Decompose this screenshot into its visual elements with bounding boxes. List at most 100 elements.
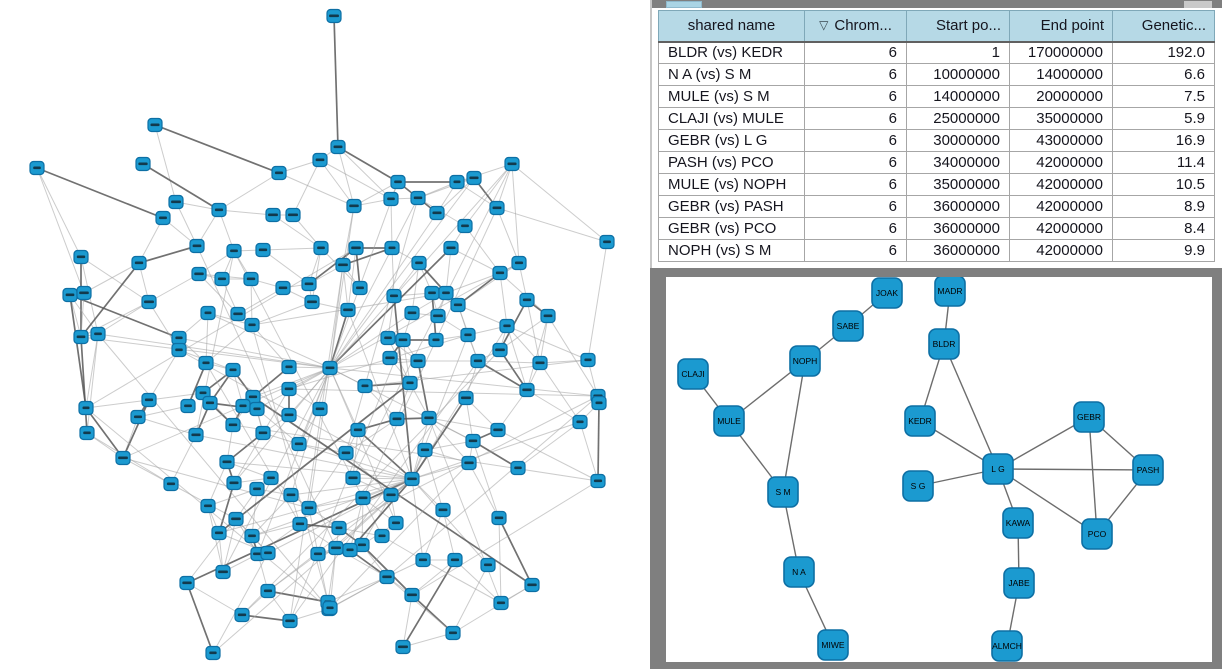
subnetwork-node-joak[interactable]: JOAK [871, 277, 903, 309]
table-cell: 20000000 [1009, 85, 1113, 108]
column-header-genetic[interactable]: Genetic... [1112, 10, 1215, 43]
network-edge [218, 382, 411, 534]
node-label-smudge [494, 516, 504, 520]
node-label-smudge [182, 581, 192, 585]
subnetwork-edge [1088, 416, 1098, 535]
node-label-smudge [406, 381, 414, 385]
network-edge [196, 245, 337, 549]
subnetwork-node-mule[interactable]: MULE [713, 405, 745, 437]
node-label-smudge [285, 619, 295, 623]
node-label-smudge [285, 365, 293, 369]
network-edge [496, 207, 608, 243]
node-label-smudge [543, 314, 553, 318]
table-cell: 14000000 [906, 85, 1010, 108]
node-label-smudge [294, 442, 304, 446]
table-row[interactable]: NOPH (vs) S M 6 36000000 42000000 9.9 [658, 239, 1215, 262]
table-row[interactable]: GEBR (vs) PASH 6 36000000 42000000 8.9 [658, 195, 1215, 218]
network-edge [329, 360, 419, 369]
subnetwork-node-madr[interactable]: MADR [934, 277, 966, 307]
node-label-smudge [378, 534, 386, 538]
node-label-smudge [386, 493, 396, 497]
table-row[interactable]: PASH (vs) PCO 6 34000000 42000000 11.4 [658, 151, 1215, 174]
subnetwork-node-claji[interactable]: CLAJI [677, 358, 709, 390]
subnetwork-node-l-g[interactable]: L G [982, 453, 1014, 485]
subnetwork-panel[interactable]: JOAK MADR SABE BLDR NOPH CLAJI MULE KEDR GEBR L G… [650, 268, 1222, 669]
network-edge [411, 559, 456, 596]
column-header-start-point[interactable]: Start po... [906, 10, 1010, 43]
filter-icon[interactable]: ▽ [819, 18, 829, 33]
node-label-smudge [341, 451, 351, 455]
node-label-smudge [205, 401, 215, 405]
subnetwork-node-gebr[interactable]: GEBR [1073, 401, 1105, 433]
table-row[interactable]: MULE (vs) S M 6 14000000 20000000 7.5 [658, 85, 1215, 108]
column-header-chromosome[interactable]: ▽ Chrom... [804, 10, 907, 43]
node-label-smudge [415, 261, 423, 265]
network-edge [498, 517, 533, 586]
network-edge [526, 389, 581, 423]
table-cell: 9.9 [1112, 239, 1215, 262]
table-cell: MULE (vs) NOPH [658, 173, 805, 196]
full-network-panel[interactable] [0, 0, 650, 669]
node-label-smudge [348, 476, 358, 480]
node-label-smudge [413, 196, 423, 200]
table-row[interactable]: MULE (vs) NOPH 6 35000000 42000000 10.5 [658, 173, 1215, 196]
node-label-smudge [214, 531, 224, 535]
network-edge [498, 517, 502, 604]
column-header-shared-name[interactable]: shared name [658, 10, 805, 43]
node-label-smudge [361, 384, 369, 388]
node-label-smudge [229, 481, 239, 485]
network-edge [597, 402, 600, 482]
subnetwork-node-s-g[interactable]: S G [902, 470, 934, 502]
table-row[interactable]: CLAJI (vs) MULE 6 25000000 35000000 5.9 [658, 107, 1215, 130]
table-cell: GEBR (vs) L G [658, 129, 805, 152]
network-edge [452, 564, 489, 634]
node-label-smudge [503, 324, 511, 328]
network-edge [69, 294, 87, 409]
table-row[interactable]: GEBR (vs) L G 6 30000000 43000000 16.9 [658, 129, 1215, 152]
subnetwork-node-almch[interactable]: ALMCH [991, 630, 1023, 662]
node-label-smudge [263, 589, 273, 593]
node-label-smudge [248, 395, 258, 399]
network-edge [85, 333, 99, 409]
subnetwork-node-jabe[interactable]: JABE [1003, 567, 1035, 599]
network-edge [187, 362, 207, 407]
network-edge [122, 457, 310, 509]
full-network-canvas[interactable] [0, 0, 650, 669]
node-label-smudge [346, 548, 354, 552]
node-label-smudge [468, 439, 478, 443]
node-label-smudge [461, 224, 469, 228]
subnetwork-node-kawa[interactable]: KAWA [1002, 507, 1034, 539]
network-edge [311, 247, 322, 303]
subnetwork-node-kedr[interactable]: KEDR [904, 405, 936, 437]
subnetwork-node-bldr[interactable]: BLDR [928, 328, 960, 360]
network-edge [506, 325, 528, 391]
table-row[interactable]: N A (vs) S M 6 10000000 14000000 6.6 [658, 63, 1215, 86]
node-label-smudge [331, 546, 341, 550]
network-edge [411, 478, 424, 561]
column-header-end-point[interactable]: End point [1009, 10, 1113, 43]
subnetwork-node-sabe[interactable]: SABE [832, 310, 864, 342]
column-header-label: shared name [687, 17, 776, 35]
node-label-smudge [432, 338, 440, 342]
table-header: shared name ▽ Chrom... Start po... End po… [658, 10, 1215, 43]
subnetwork-node-n-a[interactable]: N A [783, 556, 815, 588]
node-label-smudge [576, 420, 584, 424]
network-edge [272, 214, 322, 249]
table-row[interactable]: GEBR (vs) PCO 6 36000000 42000000 8.4 [658, 217, 1215, 240]
node-label-smudge [286, 493, 296, 497]
toolbar-fragment [666, 1, 702, 8]
network-edge [83, 262, 140, 294]
network-edge [80, 292, 85, 338]
table-row[interactable]: BLDR (vs) KEDR 6 1 170000000 192.0 [658, 41, 1215, 64]
network-edge [329, 367, 474, 442]
node-label-smudge [313, 552, 323, 556]
subnetwork-node-miwe[interactable]: MIWE [817, 629, 849, 661]
subnetwork-node-s-m[interactable]: S M [767, 476, 799, 508]
subnetwork-node-pco[interactable]: PCO [1081, 518, 1113, 550]
subnetwork-node-pash[interactable]: PASH [1132, 454, 1164, 486]
node-label-smudge [420, 448, 430, 452]
node-label-smudge [432, 211, 442, 215]
subnetwork-node-noph[interactable]: NOPH [789, 345, 821, 377]
network-edge [222, 367, 331, 573]
